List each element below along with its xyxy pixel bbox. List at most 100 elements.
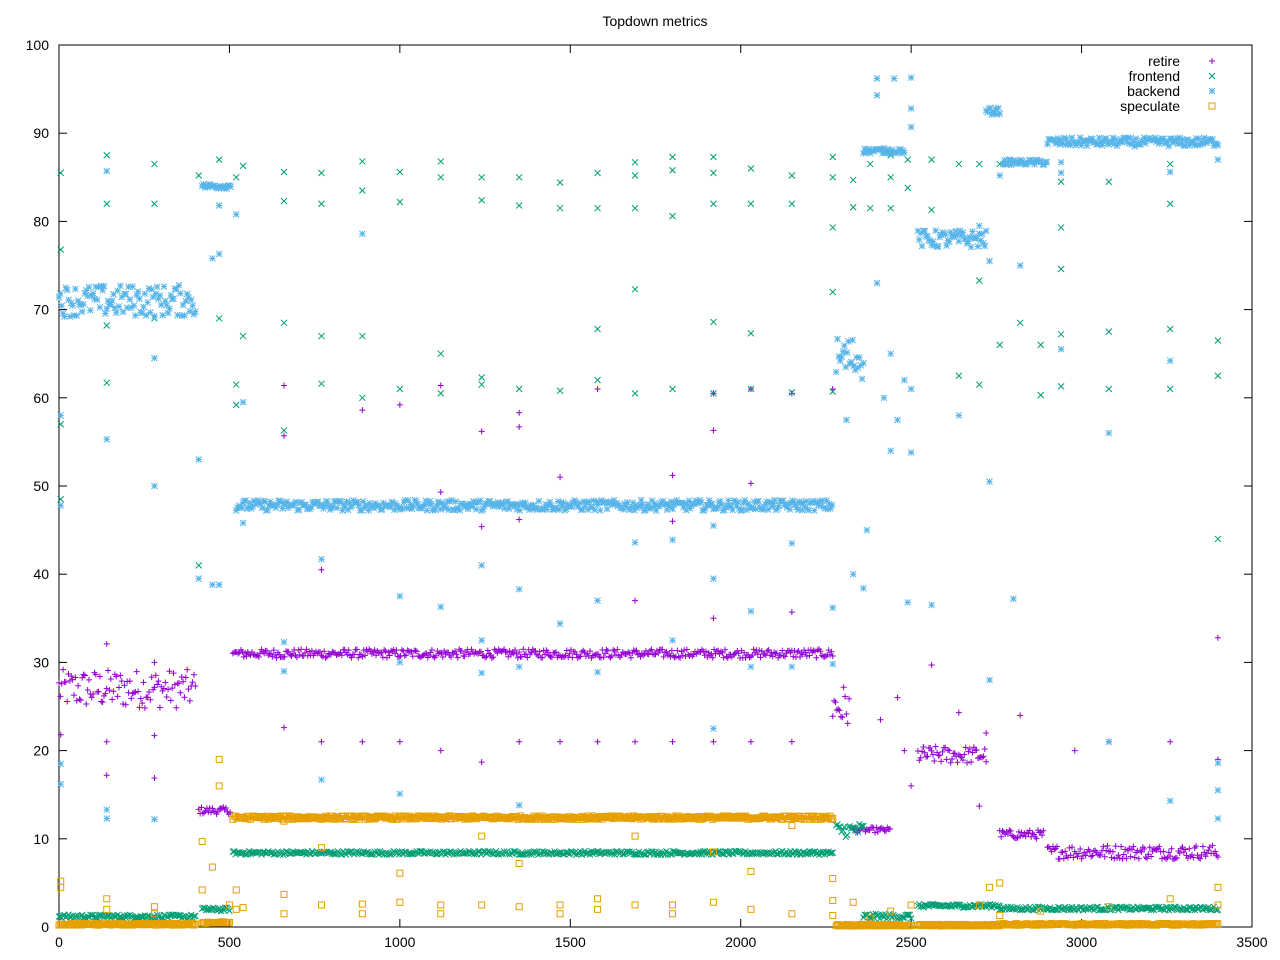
- backend-point: [321, 502, 329, 509]
- retire-point: [655, 650, 662, 657]
- speculate-point: [198, 886, 206, 894]
- frontend-point: [1147, 906, 1155, 914]
- retire-point: [959, 757, 966, 764]
- backend-point: [696, 496, 704, 504]
- backend-point: [463, 500, 471, 508]
- backend-point: [1027, 156, 1034, 164]
- backend-point: [183, 290, 191, 298]
- retire-point: [1144, 855, 1151, 862]
- backend-point: [343, 498, 351, 505]
- legend-label-frontend: frontend: [1129, 68, 1180, 84]
- backend-point: [639, 501, 646, 509]
- backend-point: [67, 299, 75, 307]
- retire-point: [478, 523, 485, 530]
- backend-point: [404, 496, 412, 504]
- frontend-point: [921, 901, 929, 909]
- retire-point: [198, 804, 205, 811]
- backend-point: [1161, 140, 1169, 147]
- retire-point: [184, 666, 191, 673]
- retire-point: [961, 751, 968, 758]
- backend-point: [286, 502, 293, 510]
- retire-point: [80, 671, 87, 678]
- backend-point: [1190, 139, 1197, 146]
- retire-point: [648, 646, 655, 653]
- frontend-point: [631, 204, 639, 212]
- backend-point: [209, 255, 216, 262]
- retire-point: [750, 646, 757, 653]
- backend-point: [1043, 158, 1051, 166]
- retire-point: [359, 738, 366, 745]
- speculate-point: [1214, 901, 1222, 909]
- backend-point: [66, 313, 74, 320]
- retire-point: [1014, 834, 1021, 841]
- retire-point: [794, 649, 801, 656]
- retire-point: [611, 648, 618, 655]
- y-tick-label: 90: [33, 125, 49, 141]
- retire-point: [378, 650, 385, 657]
- backend-point: [292, 498, 300, 506]
- retire-point: [618, 651, 625, 658]
- backend-point: [974, 243, 982, 250]
- frontend-point: [57, 420, 65, 428]
- retire-point: [669, 472, 676, 479]
- speculate-point: [358, 900, 366, 908]
- speculate-point: [594, 895, 602, 903]
- retire-point: [929, 751, 936, 758]
- backend-point: [209, 581, 216, 589]
- retire-point: [408, 648, 415, 655]
- backend-point: [624, 499, 631, 506]
- frontend-point: [416, 847, 423, 855]
- retire-point: [623, 650, 630, 657]
- frontend-point: [396, 385, 404, 393]
- retire-point: [1071, 747, 1078, 754]
- frontend-point: [594, 204, 601, 212]
- backend-point: [692, 497, 700, 505]
- retire-point: [1007, 828, 1014, 835]
- retire-point: [439, 653, 446, 660]
- retire-point: [1206, 844, 1213, 851]
- retire-point: [113, 673, 120, 680]
- speculate-point: [788, 910, 796, 918]
- frontend-point: [237, 850, 245, 857]
- retire-point: [435, 650, 442, 657]
- retire-point: [1066, 844, 1073, 851]
- retire-point: [576, 653, 583, 660]
- speculate-point: [709, 848, 717, 856]
- backend-point: [764, 506, 772, 513]
- backend-point: [849, 336, 856, 344]
- retire-point: [400, 647, 407, 654]
- backend-point: [1087, 135, 1095, 142]
- frontend-point: [226, 907, 233, 915]
- retire-point: [1100, 843, 1107, 850]
- frontend-point: [330, 850, 338, 858]
- backend-point: [129, 283, 136, 290]
- backend-point: [437, 603, 445, 611]
- y-tick-label: 60: [33, 390, 49, 406]
- frontend-point: [478, 173, 486, 181]
- retire-point: [329, 648, 336, 655]
- backend-point: [1172, 136, 1180, 144]
- retire-point: [951, 750, 958, 757]
- backend-point: [1010, 595, 1017, 603]
- backend-point: [166, 305, 173, 312]
- retire-point: [240, 653, 247, 660]
- x-tick-label: 3000: [1066, 934, 1097, 950]
- backend-point: [568, 503, 576, 511]
- retire-point: [175, 680, 182, 687]
- frontend-point: [828, 849, 835, 857]
- backend-point: [1150, 136, 1158, 144]
- retire-point: [1108, 854, 1115, 861]
- speculate-point: [975, 901, 983, 909]
- backend-point: [907, 123, 915, 131]
- backend-point: [790, 498, 798, 506]
- frontend-point: [955, 372, 963, 380]
- backend-point: [122, 290, 130, 298]
- retire-point: [353, 646, 360, 653]
- retire-point: [591, 652, 598, 659]
- retire-point: [283, 648, 290, 655]
- backend-point: [427, 500, 435, 508]
- retire-point: [954, 759, 961, 766]
- speculate-point: [57, 883, 65, 891]
- retire-point: [1182, 846, 1189, 853]
- retire-point: [56, 679, 62, 686]
